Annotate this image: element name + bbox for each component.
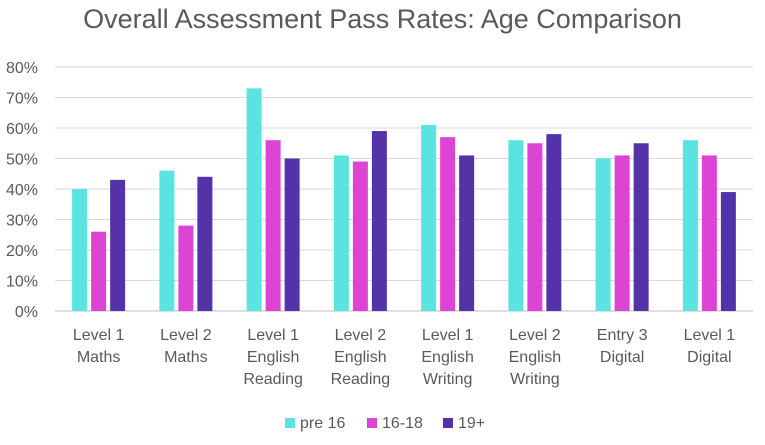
y-tick-label: 70% bbox=[6, 91, 38, 108]
bar-19+ bbox=[633, 143, 649, 311]
bar-16-18 bbox=[352, 161, 368, 311]
legend-label: 16-18 bbox=[382, 415, 423, 432]
bar-pre-16 bbox=[421, 124, 437, 311]
bar-16-18 bbox=[178, 225, 194, 311]
x-tick-label: Level 1 English Writing bbox=[421, 327, 473, 388]
legend-swatch bbox=[285, 418, 295, 428]
legend-swatch bbox=[367, 418, 377, 428]
bar-16-18 bbox=[701, 155, 717, 311]
y-tick-label: 40% bbox=[6, 182, 38, 199]
bar-19+ bbox=[110, 179, 126, 311]
bar-19+ bbox=[459, 155, 475, 311]
bar-pre-16 bbox=[72, 189, 88, 311]
bar-19+ bbox=[546, 134, 562, 311]
y-tick-label: 0% bbox=[15, 304, 38, 321]
bar-19+ bbox=[284, 158, 300, 311]
y-tick-label: 20% bbox=[6, 243, 38, 260]
x-tick-label: Level 1 Digital bbox=[684, 327, 736, 366]
y-tick-label: 30% bbox=[6, 213, 38, 230]
bar-16-18 bbox=[614, 155, 630, 311]
bar-pre-16 bbox=[159, 170, 175, 311]
x-tick-label: Level 1 Maths bbox=[73, 327, 125, 366]
chart-title: Overall Assessment Pass Rates: Age Compa… bbox=[83, 4, 682, 34]
y-tick-label: 10% bbox=[6, 274, 38, 291]
x-tick-label: Level 1 English Reading bbox=[243, 327, 303, 388]
bar-16-18 bbox=[265, 140, 281, 311]
x-tick-label: Level 2 English Reading bbox=[331, 327, 391, 388]
bar-pre-16 bbox=[595, 158, 611, 311]
bar-16-18 bbox=[91, 231, 107, 311]
x-tick-label: Level 2 English Writing bbox=[509, 327, 561, 388]
y-tick-label: 60% bbox=[6, 121, 38, 138]
bar-pre-16 bbox=[246, 88, 262, 311]
y-tick-label: 80% bbox=[6, 60, 38, 77]
legend-label: 19+ bbox=[458, 415, 485, 432]
y-tick-label: 50% bbox=[6, 152, 38, 169]
bar-pre-16 bbox=[508, 140, 524, 311]
x-tick-label: Level 2 Maths bbox=[160, 327, 212, 366]
bar-19+ bbox=[197, 176, 213, 311]
bar-pre-16 bbox=[333, 155, 349, 311]
x-tick-label: Entry 3 Digital bbox=[597, 327, 648, 366]
bar-19+ bbox=[720, 192, 736, 311]
legend-label: pre 16 bbox=[300, 415, 345, 432]
legend-swatch bbox=[443, 418, 453, 428]
bar-16-18 bbox=[527, 143, 543, 311]
bar-16-18 bbox=[440, 137, 456, 311]
bar-19+ bbox=[371, 131, 387, 311]
bar-pre-16 bbox=[682, 140, 698, 311]
